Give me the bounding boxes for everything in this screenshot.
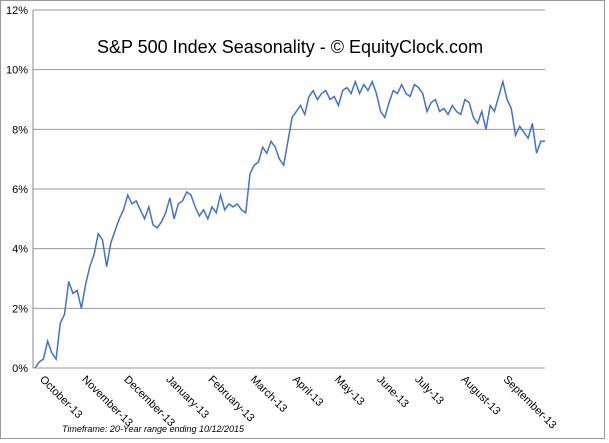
footnote: Timeframe: 20-Year range ending 10/12/20… [62, 424, 245, 434]
y-tick-label: 4% [12, 244, 28, 256]
y-tick-label: 10% [6, 65, 28, 77]
y-tick-label: 8% [12, 124, 28, 136]
chart-title: S&P 500 Index Seasonality - © EquityCloc… [97, 37, 483, 57]
data-line [34, 78, 545, 369]
y-tick-label: 2% [12, 303, 28, 315]
y-tick-label: 6% [12, 184, 28, 196]
y-tick-label: 12% [6, 5, 28, 17]
y-tick-label: 0% [12, 363, 28, 375]
